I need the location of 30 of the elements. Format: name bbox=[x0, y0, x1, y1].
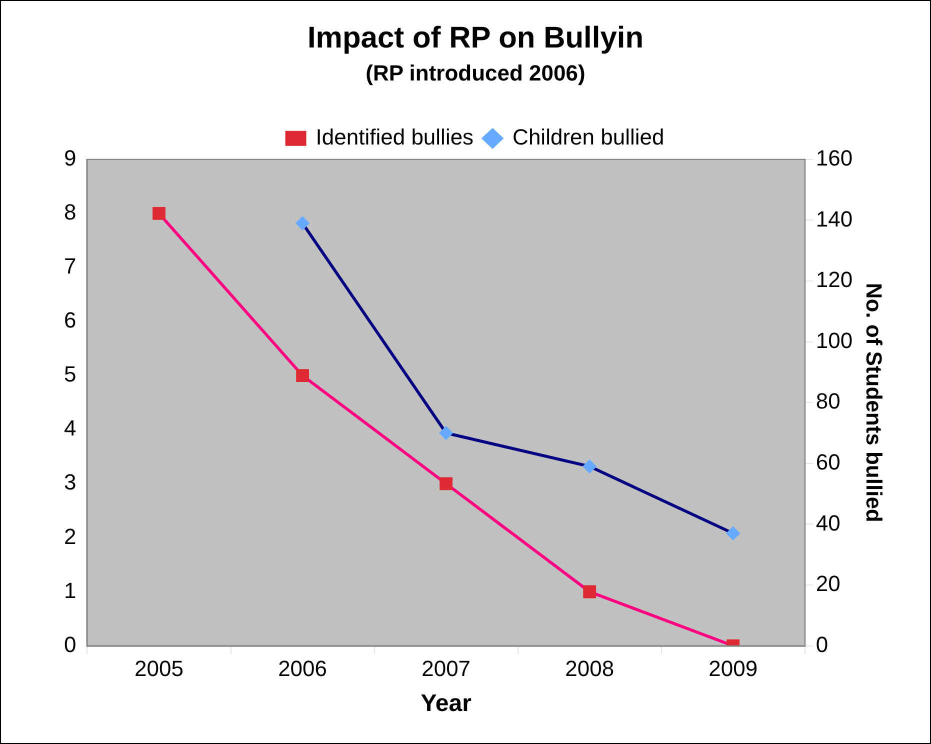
y-tick-label: 2 bbox=[64, 524, 76, 549]
y2-tick-label: 40 bbox=[816, 510, 840, 536]
x-tick-label: 2005 bbox=[134, 656, 184, 682]
chart-subtitle: (RP introduced 2006) bbox=[366, 60, 586, 86]
legend-label: Identified bullies bbox=[316, 124, 474, 150]
y2-tick-label: 20 bbox=[816, 571, 840, 596]
x-tick-label: 2008 bbox=[565, 656, 614, 682]
y2-tick-label: 140 bbox=[816, 206, 853, 232]
y-tick-label: 0 bbox=[64, 632, 76, 657]
legend-label: Children bullied bbox=[512, 124, 664, 150]
y-tick-label: 6 bbox=[64, 308, 76, 333]
y2-tick-label: 120 bbox=[816, 267, 853, 292]
y-tick-label: 1 bbox=[64, 578, 76, 603]
y-tick-label: 5 bbox=[64, 362, 76, 387]
y2-tick-label: 80 bbox=[816, 388, 840, 414]
x-tick-label: 2006 bbox=[278, 656, 328, 682]
y2-axis-title: No. of Students bullied bbox=[862, 282, 887, 522]
y-tick-label: 4 bbox=[64, 416, 76, 441]
y-tick-label: 8 bbox=[64, 200, 76, 225]
y2-tick-label: 100 bbox=[816, 328, 853, 353]
y-tick-label: 9 bbox=[64, 145, 76, 170]
y-tick-label: 7 bbox=[64, 254, 76, 279]
chart-title: Impact of RP on Bullyin bbox=[307, 21, 644, 54]
x-tick-label: 2007 bbox=[422, 656, 471, 682]
y2-tick-label: 0 bbox=[816, 632, 828, 657]
y2-tick-label: 60 bbox=[816, 449, 840, 474]
x-tick-label: 2009 bbox=[708, 656, 758, 682]
x-axis-title: Year bbox=[420, 690, 472, 718]
y-tick-label: 3 bbox=[64, 470, 76, 495]
y2-tick-label: 160 bbox=[816, 145, 853, 170]
